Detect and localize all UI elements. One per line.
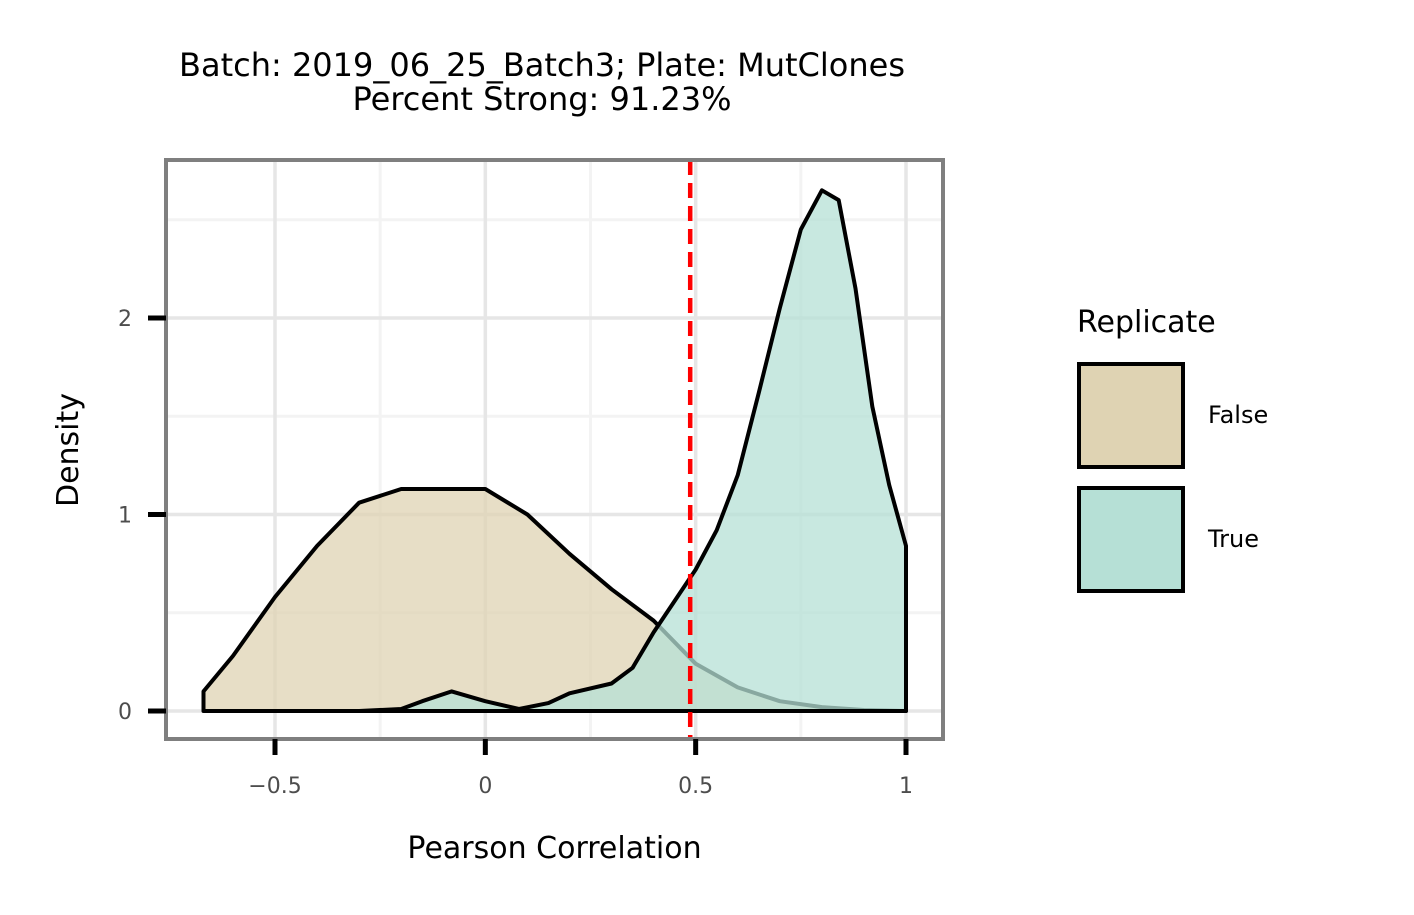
y-axis: 0 1 2 bbox=[118, 307, 166, 725]
x-tick-label: 0 bbox=[478, 774, 492, 799]
y-tick-label: 1 bbox=[118, 504, 132, 529]
legend: Replicate False True bbox=[1077, 305, 1268, 593]
chart-subtitle: Percent Strong: 91.23% bbox=[352, 80, 732, 118]
chart-title: Batch: 2019_06_25_Batch3; Plate: MutClon… bbox=[179, 46, 905, 84]
legend-key-false bbox=[1077, 362, 1185, 469]
y-axis-title: Density bbox=[51, 393, 86, 507]
panel-border bbox=[164, 158, 945, 741]
legend-label-true: True bbox=[1207, 525, 1259, 553]
legend-title: Replicate bbox=[1077, 305, 1216, 340]
legend-key-true bbox=[1077, 486, 1185, 593]
x-tick-label: −0.5 bbox=[248, 774, 301, 799]
density-area-true bbox=[357, 188, 908, 713]
y-tick-label: 0 bbox=[118, 700, 132, 725]
y-tick-label: 2 bbox=[118, 307, 132, 332]
legend-label-false: False bbox=[1208, 401, 1268, 429]
x-tick-label: 0.5 bbox=[678, 774, 713, 799]
x-tick-label: 1 bbox=[899, 774, 913, 799]
x-axis-title: Pearson Correlation bbox=[407, 831, 701, 866]
density-areas bbox=[201, 188, 908, 713]
x-axis: −0.5 0 0.5 1 bbox=[248, 739, 913, 799]
